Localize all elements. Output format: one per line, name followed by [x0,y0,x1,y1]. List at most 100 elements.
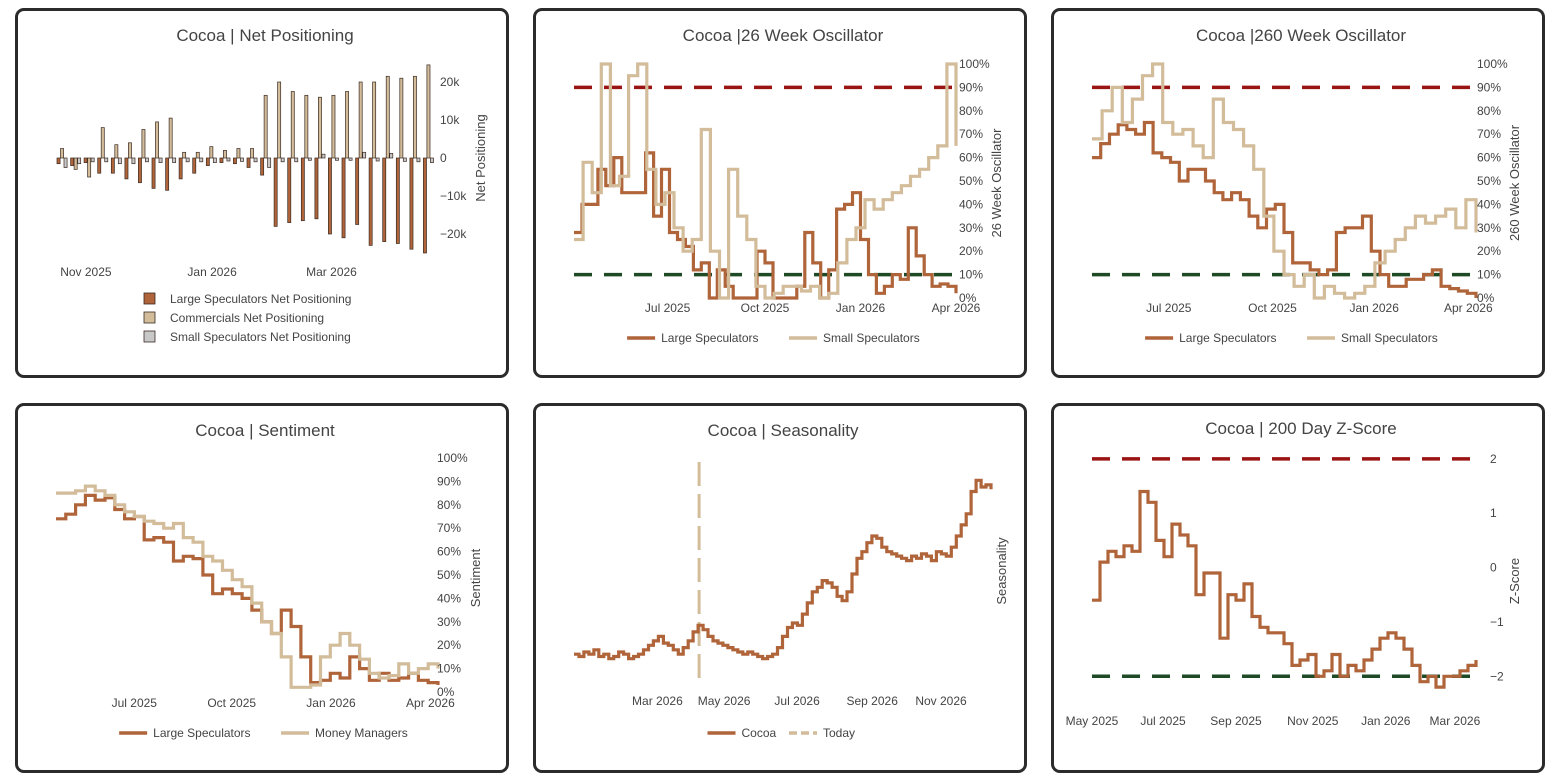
bar [233,157,237,165]
bar [355,157,360,225]
bar [402,157,407,162]
series-line [1092,489,1478,689]
bar [389,153,394,159]
x-tick-label: Jan 2026 [187,265,237,279]
bar [345,91,349,159]
bar [250,148,254,159]
bar [199,157,204,163]
bar [300,157,305,222]
bar [104,157,109,163]
y-axis-label: Z-Score [1507,558,1522,604]
oscillator-260-chart: Cocoa |260 Week Oscillator 0% 10% 20% 30% 40%… [1092,26,1522,345]
x-tick-label: Jul 2026 [774,694,820,708]
y-tick-label: 10% [437,662,461,676]
legend-label: Today [823,726,855,740]
bar [253,157,258,163]
x-tick-label: Jul 2025 [645,301,691,315]
y-tick-label: 80% [437,498,461,512]
x-tick-label: Mar 2026 [306,265,357,279]
bar [155,121,159,159]
bar [205,157,210,166]
oscillator-260-panel: Cocoa |260 Week Oscillator 0% 10% 20% 30% 40%… [1051,8,1545,378]
x-tick-label: Jan 2026 [1350,301,1400,315]
bar [307,157,312,161]
bar [246,157,251,168]
bar [165,157,170,191]
legend-label: Large Speculators [153,726,250,740]
series-line [56,493,440,685]
chart-title: Cocoa | 200 Day Z-Score [1205,419,1397,438]
bar [372,81,377,159]
y-tick-label: 60% [959,151,983,165]
y-tick-label: 90% [959,80,983,94]
y-tick-label: 40% [437,591,461,605]
bar [321,153,326,159]
series-line [56,484,440,689]
series-line [574,62,958,300]
legend-label: Money Managers [315,726,408,740]
bar [151,157,156,189]
bar [73,157,78,170]
x-tick-label: Mar 2026 [632,694,683,708]
bar [273,157,278,227]
bar [416,157,421,163]
seasonality-panel: Cocoa | Seasonality Seasonality Mar 2026 Ma… [533,403,1027,773]
bar [110,157,115,174]
y-tick-label: 20k [440,75,460,89]
y-tick-label: 20% [959,244,983,258]
bar [277,81,282,159]
y-axis-label: Net Positioning [473,114,488,201]
bar [331,94,336,159]
bar [318,96,322,159]
y-tick-label: 40% [959,197,983,211]
bar [226,157,231,162]
bar [423,157,427,254]
legend-label: Cocoa [742,726,777,740]
bar [290,91,295,159]
net-positioning-chart: Cocoa | Net Positioning 20k 10k 0 −10k −20k Ne… [56,26,488,344]
x-tick-label: Jul 2025 [1140,714,1186,728]
bar [219,157,224,163]
x-tick-label: Oct 2025 [1248,301,1297,315]
y-tick-label: 50% [437,568,461,582]
y-tick-label: 0% [437,685,455,699]
bar [399,77,404,159]
legend-swatch [143,292,156,305]
bar [413,75,417,159]
bar [60,148,64,159]
y-tick-label: 70% [1477,127,1501,141]
sentiment-chart: Cocoa | Sentiment 0% 10% 20% 30% 40% 50% 60% 70%… [56,421,483,740]
bar [192,157,197,174]
y-tick-label: 10% [959,268,983,282]
y-tick-label: 80% [1477,104,1501,118]
bar [409,157,414,250]
bar [260,157,265,176]
bar [362,151,367,159]
x-tick-label: May 2025 [1066,714,1119,728]
bar [138,157,142,184]
bar [56,157,61,165]
bar [168,117,173,159]
bar [263,94,268,159]
y-tick-label: 0% [1477,291,1495,305]
bar [280,157,285,163]
chart-title: Cocoa | Seasonality [708,421,859,440]
chart-title: Cocoa |260 Week Oscillator [1196,26,1406,45]
bar [185,157,190,163]
bar [430,157,434,163]
oscillator-26-panel: Cocoa |26 Week Oscillator 0% 10% 20% 30% 40% 5… [533,8,1027,378]
y-tick-label: 30% [437,615,461,629]
zscore-chart: Cocoa | 200 Day Z-Score 2 1 0 −1 −2 Z-Score May… [1066,419,1522,728]
bar [426,64,431,159]
bar [294,157,299,163]
bar [236,148,241,159]
y-tick-label: 2 [1490,452,1497,466]
y-tick-label: 10% [1477,268,1501,282]
net-positioning-panel: Cocoa | Net Positioning 20k 10k 0 −10k −20k Ne… [15,8,509,378]
legend-label: Large Speculators [1179,331,1276,345]
bar [77,157,82,165]
bar [368,157,373,246]
x-tick-label: Apr 2026 [932,301,981,315]
bar [128,142,132,159]
legend-label: Large Speculators Net Positioning [170,292,351,306]
